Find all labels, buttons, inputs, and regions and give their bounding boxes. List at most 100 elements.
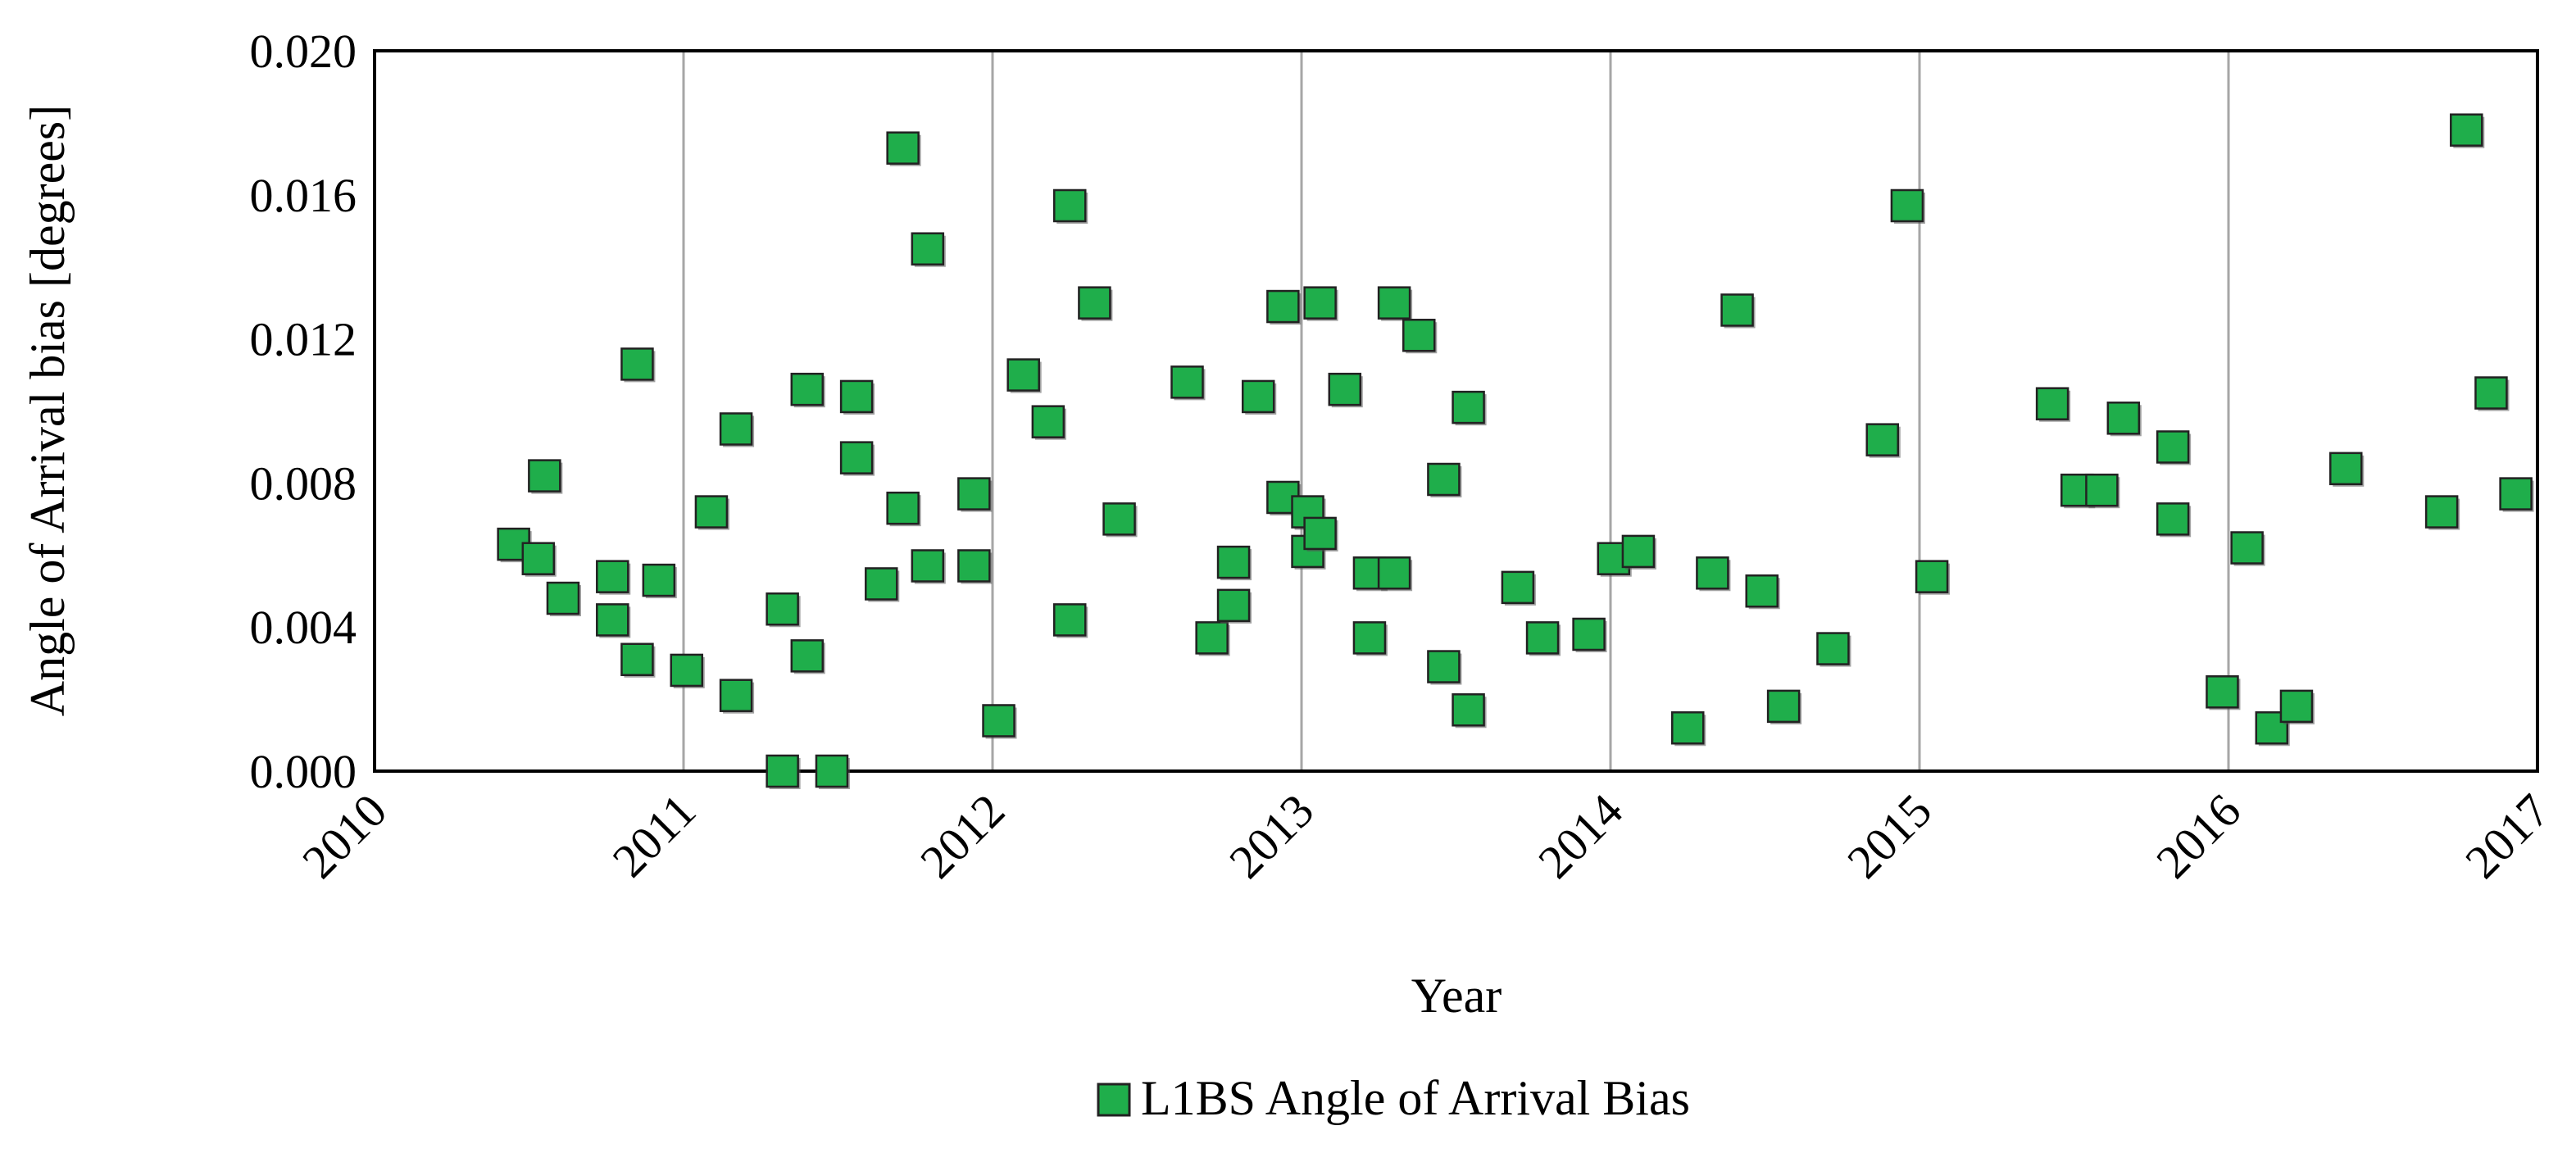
data-point: [1078, 286, 1111, 320]
data-point: [1328, 372, 1362, 406]
data-point: [1915, 560, 1949, 593]
data-point: [911, 232, 945, 266]
data-point: [1031, 405, 1065, 438]
data-point: [1427, 462, 1461, 497]
data-point: [766, 754, 799, 788]
data-point: [815, 754, 849, 788]
data-point: [2156, 430, 2190, 464]
data-point: [2206, 675, 2239, 709]
data-point: [642, 563, 676, 597]
data-point: [521, 542, 556, 575]
legend-label: L1BS Angle of Arrival Bias: [1141, 1071, 1690, 1125]
data-point: [1195, 621, 1229, 655]
x-axis-title: Year: [1411, 969, 1502, 1023]
data-point: [596, 603, 629, 637]
data-point: [790, 372, 825, 406]
data-points: [497, 113, 2534, 789]
data-point: [2329, 452, 2363, 486]
data-point: [2279, 689, 2314, 724]
data-point: [957, 477, 991, 511]
data-point: [2085, 473, 2119, 507]
data-point: [790, 639, 825, 673]
data-point: [1216, 588, 1251, 623]
x-tick-label: 2017: [2455, 783, 2560, 888]
data-point: [1452, 390, 1485, 424]
data-point: [1525, 621, 1560, 655]
data-point: [1216, 545, 1251, 579]
data-point: [886, 131, 920, 165]
data-point: [1266, 289, 1300, 324]
legend: L1BS Angle of Arrival Bias: [1097, 1071, 1690, 1125]
x-tick-label: 2010: [292, 783, 397, 888]
x-tick-label: 2013: [1219, 783, 1324, 888]
data-point: [2450, 113, 2483, 147]
data-point: [1766, 689, 1801, 724]
x-tick-label: 2015: [1837, 783, 1942, 888]
data-point: [1745, 574, 1779, 608]
data-point: [719, 412, 753, 446]
data-point: [886, 491, 920, 525]
data-point: [2230, 531, 2264, 565]
vertical-gridlines: [682, 51, 2230, 771]
data-point: [957, 549, 991, 583]
data-point: [839, 441, 874, 474]
data-point: [982, 704, 1015, 738]
data-point: [620, 347, 654, 381]
x-tick-label: 2014: [1528, 783, 1633, 888]
data-point: [694, 495, 729, 529]
x-tick-label: 2011: [602, 783, 706, 887]
data-point: [2156, 502, 2190, 536]
data-point: [719, 679, 753, 712]
data-point: [596, 560, 629, 593]
data-point: [546, 581, 580, 615]
y-tick-label: 0.016: [250, 169, 357, 222]
data-point: [1303, 516, 1337, 551]
data-point: [1572, 617, 1606, 651]
data-point: [1053, 603, 1087, 637]
data-point: [1621, 534, 1656, 569]
legend-marker: [1097, 1083, 1131, 1117]
data-point: [2474, 376, 2508, 410]
data-point: [865, 567, 898, 601]
data-point: [1671, 711, 1705, 745]
y-tick-label: 0.008: [250, 456, 357, 510]
y-axis-ticks: 0.000 0.004 0.008 0.012 0.016 0.020: [250, 25, 357, 798]
y-axis-title: Angle of Arrival bias [degrees]: [20, 105, 75, 716]
y-tick-label: 0.004: [250, 601, 357, 654]
y-tick-label: 0.000: [250, 745, 357, 798]
data-point: [1303, 286, 1337, 320]
data-point: [1170, 365, 1204, 399]
x-axis-ticks: 2010 2011 2012 2013 2014 2015 2016 2017: [292, 783, 2560, 888]
data-point: [1102, 502, 1136, 536]
data-point: [911, 549, 945, 583]
y-tick-label: 0.012: [250, 313, 357, 366]
data-point: [670, 653, 704, 688]
data-point: [839, 379, 874, 414]
y-tick-label: 0.020: [250, 25, 357, 78]
data-point: [620, 642, 654, 677]
data-point: [528, 459, 561, 493]
data-point: [1816, 632, 1850, 665]
data-point: [1890, 188, 1924, 223]
data-point: [1452, 693, 1485, 727]
data-point: [1720, 293, 1754, 327]
data-point: [1241, 379, 1275, 414]
data-point: [2424, 495, 2459, 529]
data-point: [766, 592, 799, 626]
data-point: [1377, 556, 1411, 590]
data-point: [1377, 286, 1411, 320]
data-point: [2499, 477, 2533, 511]
data-point: [1427, 650, 1461, 683]
data-point: [2035, 387, 2069, 420]
data-point: [1865, 423, 1900, 456]
data-point: [1352, 621, 1387, 655]
data-point: [1053, 188, 1087, 223]
data-point: [1006, 358, 1040, 392]
data-point: [2106, 402, 2141, 435]
data-point: [1501, 570, 1535, 605]
plot-area-frame: [373, 49, 2539, 773]
data-point: [1402, 318, 1436, 352]
x-tick-label: 2012: [910, 783, 1015, 888]
data-point: [1696, 556, 1729, 590]
